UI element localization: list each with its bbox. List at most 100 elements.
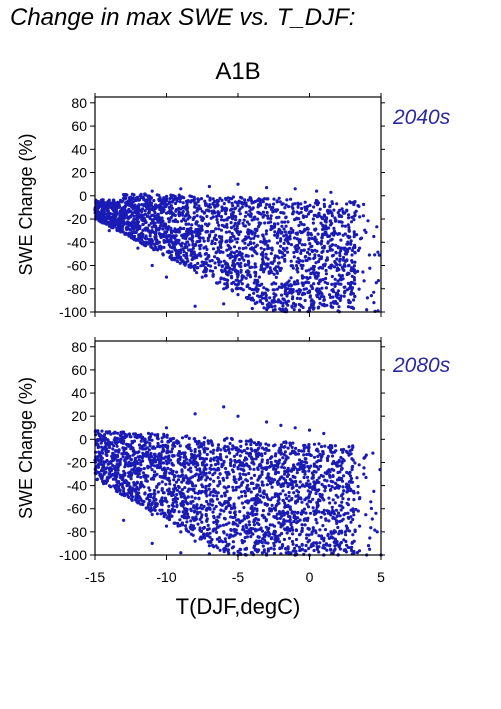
cloud-dot (330, 444, 334, 448)
data-point (129, 447, 133, 451)
cloud-dot (261, 292, 265, 297)
y-tick-label: 0 (79, 188, 87, 204)
cloud-dot (170, 493, 174, 498)
cloud-dot (161, 447, 165, 451)
cloud-dot (235, 240, 239, 244)
cloud-dot (145, 241, 149, 245)
cloud-dot (282, 241, 286, 245)
cloud-dot (217, 257, 221, 262)
cloud-dot (275, 200, 279, 204)
cloud-dot (253, 270, 257, 274)
cloud-dot (129, 458, 134, 462)
cloud-dot (256, 548, 260, 552)
cloud-dot (311, 221, 315, 225)
cloud-dot (169, 238, 173, 242)
cloud-dot (298, 458, 302, 462)
cloud-dot (123, 473, 127, 477)
cloud-dot (149, 432, 153, 436)
cloud-dot (301, 259, 305, 263)
cloud-dot (213, 204, 218, 208)
cloud-dot (244, 439, 248, 443)
cloud-dot (108, 215, 112, 219)
cloud-dot (346, 271, 350, 275)
cloud-dot (243, 198, 247, 202)
cloud-dot (336, 495, 340, 499)
cloud-dot (195, 507, 199, 511)
cloud-dot (190, 482, 195, 486)
cloud-dot (329, 487, 333, 492)
data-point (236, 182, 240, 186)
cloud-dot (348, 449, 352, 453)
cloud-dot (200, 535, 204, 539)
cloud-dot (295, 266, 300, 270)
cloud-dot (350, 467, 354, 472)
cloud-dot (131, 197, 135, 201)
cloud-dot (211, 247, 216, 251)
cloud-dot (186, 232, 190, 237)
cloud-dot (315, 547, 319, 552)
cloud-dot (220, 265, 224, 269)
cloud-dot (333, 537, 337, 541)
cloud-dot (331, 253, 336, 257)
cloud-dot (180, 219, 184, 223)
cloud-dot (246, 198, 250, 202)
cloud-dot (336, 289, 340, 293)
cloud-dot (294, 537, 299, 542)
data-point (365, 308, 369, 312)
cloud-dot (167, 220, 171, 224)
cloud-dot (321, 278, 325, 282)
cloud-dot (234, 488, 238, 492)
cloud-dot (333, 501, 337, 505)
cloud-dot (205, 452, 209, 457)
cloud-dot (349, 548, 354, 553)
cloud-dot (166, 445, 170, 449)
cloud-dot (346, 511, 350, 515)
cloud-dot (109, 485, 113, 489)
cloud-dot (205, 528, 210, 532)
cloud-dot (208, 259, 212, 263)
cloud-dot (252, 473, 257, 477)
cloud-dot (264, 202, 269, 207)
cloud-dot (192, 243, 196, 247)
cloud-dot (114, 438, 118, 442)
cloud-dot (256, 217, 260, 221)
cloud-dot (245, 479, 249, 483)
cloud-dot (141, 451, 145, 455)
cloud-dot (293, 480, 297, 484)
cloud-dot (232, 454, 236, 458)
cloud-dot (102, 211, 106, 215)
cloud-dot (155, 466, 159, 470)
cloud-dot (270, 226, 274, 230)
cloud-dot (233, 477, 237, 481)
cloud-dot (336, 511, 341, 515)
cloud-dot (105, 479, 109, 483)
cloud-dot (226, 445, 230, 449)
cloud-dot (152, 488, 157, 493)
cloud-dot (256, 518, 261, 522)
cloud-dot (295, 543, 299, 548)
cloud-dot (132, 460, 136, 464)
cloud-dot (294, 231, 298, 235)
data-point (150, 229, 154, 233)
cloud-dot (305, 533, 309, 537)
cloud-dot (266, 547, 271, 551)
cloud-dot (176, 478, 181, 482)
cloud-dot (148, 459, 152, 464)
cloud-dot (169, 229, 173, 233)
cloud-dot (167, 455, 171, 459)
cloud-dot (317, 480, 321, 484)
cloud-dot (353, 282, 357, 286)
data-point (257, 275, 261, 279)
cloud-dot (118, 214, 122, 218)
cloud-dot (218, 250, 222, 254)
cloud-dot (307, 527, 311, 531)
cloud-dot (223, 269, 227, 273)
cloud-dot (334, 251, 338, 255)
cloud-dot (268, 509, 272, 513)
data-point (250, 296, 254, 300)
cloud-dot (105, 453, 109, 458)
cloud-dot (112, 454, 116, 458)
cloud-dot (179, 196, 183, 200)
cloud-dot (149, 451, 153, 456)
cloud-dot (314, 261, 318, 265)
